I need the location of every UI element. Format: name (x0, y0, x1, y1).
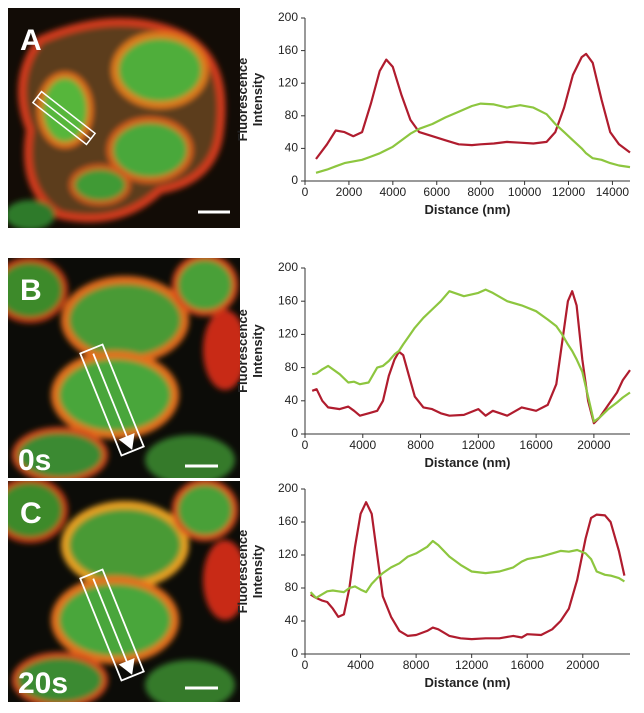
y-axis-label: Fluorescence (235, 530, 250, 614)
data-line (310, 501, 626, 641)
x-tick-label: 4000 (347, 658, 374, 672)
x-tick-label: 14000 (596, 185, 630, 199)
x-tick-label: 0 (302, 438, 309, 452)
x-tick-label: 12000 (462, 438, 496, 452)
x-tick-label: 12000 (455, 658, 489, 672)
micrograph-b (8, 258, 240, 478)
y-axis-label: Fluorescence (235, 309, 250, 393)
y-tick-label: 120 (278, 327, 298, 341)
x-tick-label: 4000 (379, 185, 406, 199)
y-tick-label: 200 (278, 260, 298, 274)
data-line (309, 539, 625, 599)
y-tick-label: 40 (285, 141, 299, 155)
time-label: 0s (18, 444, 51, 477)
panel-label: A (20, 24, 42, 57)
y-tick-label: 120 (278, 75, 298, 89)
x-tick-label: 16000 (519, 438, 553, 452)
micrograph-a (8, 8, 240, 228)
y-axis-label: Fluorescence (235, 58, 250, 142)
y-tick-label: 160 (278, 514, 298, 528)
x-tick-label: 8000 (467, 185, 494, 199)
y-axis-label: Intensity (250, 544, 265, 598)
y-tick-label: 160 (278, 293, 298, 307)
x-tick-label: 16000 (511, 658, 545, 672)
x-tick-label: 4000 (349, 438, 376, 452)
time-label: 20s (18, 667, 68, 700)
x-tick-label: 0 (302, 185, 309, 199)
x-tick-label: 20000 (577, 438, 611, 452)
x-tick-label: 2000 (336, 185, 363, 199)
y-tick-label: 40 (285, 393, 299, 407)
y-axis-label: Intensity (250, 72, 265, 126)
y-tick-label: 0 (291, 426, 298, 440)
x-tick-label: 8000 (403, 658, 430, 672)
x-tick-label: 10000 (508, 185, 542, 199)
data-line (312, 288, 631, 423)
x-axis-label: Distance (nm) (425, 455, 511, 470)
y-tick-label: 80 (285, 360, 299, 374)
y-tick-label: 80 (285, 580, 299, 594)
y-tick-label: 120 (278, 547, 298, 561)
x-tick-label: 8000 (407, 438, 434, 452)
y-tick-label: 200 (278, 481, 298, 495)
y-tick-label: 40 (285, 613, 299, 627)
micrograph-c (8, 481, 240, 702)
x-tick-label: 20000 (566, 658, 600, 672)
x-tick-label: 0 (302, 658, 309, 672)
y-tick-label: 80 (285, 108, 299, 122)
x-tick-label: 12000 (552, 185, 586, 199)
y-tick-label: 160 (278, 43, 298, 57)
panel-label: B (20, 274, 42, 307)
y-axis-label: Intensity (250, 324, 265, 378)
data-line (315, 102, 631, 174)
y-tick-label: 0 (291, 173, 298, 187)
panel-label: C (20, 497, 42, 530)
y-tick-label: 0 (291, 646, 298, 660)
data-line (315, 52, 631, 160)
x-axis-label: Distance (nm) (425, 675, 511, 690)
x-axis-label: Distance (nm) (425, 202, 511, 217)
data-line (311, 290, 631, 425)
x-tick-label: 6000 (423, 185, 450, 199)
y-tick-label: 200 (278, 10, 298, 24)
